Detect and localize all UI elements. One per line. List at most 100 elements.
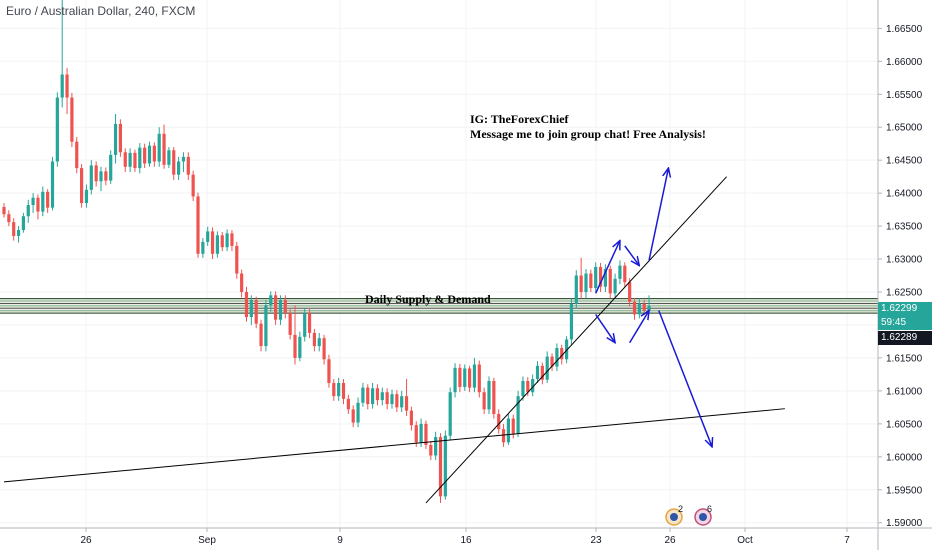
candle	[560, 348, 564, 360]
candle	[443, 435, 447, 497]
symbol-title: Euro / Australian Dollar, 240, FXCM	[6, 4, 196, 18]
candle	[438, 437, 443, 497]
candle	[147, 145, 152, 164]
crosshair-price-tag: 1.62289	[878, 331, 932, 345]
candle	[327, 359, 331, 383]
candle	[395, 394, 399, 408]
candle	[133, 152, 137, 169]
candle	[448, 392, 452, 436]
candle	[356, 402, 360, 423]
arrow-up-first	[595, 241, 620, 294]
candle	[220, 235, 224, 248]
price-tick-label: 1.63500	[886, 222, 923, 233]
price-tick-label: 1.61000	[886, 386, 923, 397]
supply-demand-zone	[0, 298, 878, 314]
candle	[497, 413, 501, 430]
price-tick-label: 1.65500	[886, 90, 923, 101]
price-axis[interactable]: 1.66500 1.66000 1.65500 1.65000 1.64500 1.640…	[878, 24, 923, 529]
candle	[70, 97, 74, 142]
candle	[128, 152, 132, 167]
candle	[419, 423, 423, 443]
candle	[26, 205, 30, 217]
candle	[472, 364, 477, 388]
time-axis[interactable]: 26 Sep 9 16 23 26 Oct 7	[80, 528, 850, 546]
candles	[2, 0, 651, 503]
candle	[60, 74, 64, 98]
candle	[632, 301, 637, 315]
candle	[244, 292, 249, 318]
candle	[579, 275, 583, 293]
economic-event-icon[interactable]: 2	[664, 504, 684, 527]
candle	[589, 273, 593, 289]
candle	[404, 396, 409, 411]
candle	[7, 214, 11, 223]
candle	[36, 197, 40, 212]
candle	[506, 418, 510, 443]
arrow-down-low	[658, 310, 712, 446]
time-tick-label: Oct	[737, 535, 753, 546]
candle	[89, 165, 93, 190]
candle	[482, 392, 486, 410]
candle	[104, 171, 108, 181]
candle	[574, 275, 578, 304]
candle	[80, 168, 84, 204]
candle	[346, 398, 350, 410]
price-tick-label: 1.66500	[886, 24, 923, 35]
candle	[99, 171, 103, 182]
candle	[487, 381, 491, 410]
candle	[569, 303, 574, 340]
event-count: 6	[707, 504, 713, 514]
candle	[225, 233, 229, 248]
time-tick-label: 23	[590, 535, 602, 546]
candle	[463, 368, 467, 387]
candle	[526, 381, 530, 393]
candle	[375, 388, 380, 401]
candle	[157, 133, 161, 162]
price-tick-label: 1.60500	[886, 419, 923, 430]
economic-event-icon[interactable]: 6	[693, 504, 713, 527]
candle	[50, 161, 55, 208]
long-term-trendline	[3, 408, 785, 483]
candle	[468, 368, 472, 388]
candle	[16, 230, 21, 236]
candle	[283, 299, 287, 314]
candle	[366, 387, 370, 405]
candle	[647, 305, 651, 311]
candle	[361, 387, 365, 403]
candle	[46, 191, 50, 208]
candle	[453, 367, 457, 393]
candle	[288, 313, 292, 335]
rising-trendline	[425, 176, 728, 504]
price-tick-label: 1.64500	[886, 156, 923, 167]
candle	[181, 156, 186, 162]
candle	[594, 266, 598, 289]
candle	[565, 339, 569, 360]
candle	[201, 241, 205, 254]
candle	[94, 165, 98, 182]
event-count: 2	[678, 504, 684, 514]
candle-countdown-tag: 59:45	[878, 316, 932, 330]
candle	[545, 356, 549, 380]
candle	[371, 388, 375, 405]
candle	[249, 299, 253, 318]
candle	[501, 429, 506, 443]
arrow-down-first	[595, 314, 615, 342]
candle	[540, 365, 544, 380]
price-tick-label: 1.66000	[886, 57, 923, 68]
time-tick-label: Sep	[198, 535, 216, 546]
candle	[167, 150, 171, 165]
candle	[303, 313, 307, 337]
time-tick-label: 9	[337, 535, 343, 546]
candle	[293, 334, 297, 358]
price-tick-label: 1.63000	[886, 255, 923, 266]
candle	[278, 299, 283, 320]
annotation-note-line1: IG: TheForexChief	[470, 112, 569, 126]
candle	[550, 356, 554, 367]
candle	[65, 74, 69, 98]
candle	[55, 97, 59, 162]
candle	[337, 382, 341, 397]
price-tick-label: 1.62500	[886, 288, 923, 299]
candle	[210, 231, 215, 254]
